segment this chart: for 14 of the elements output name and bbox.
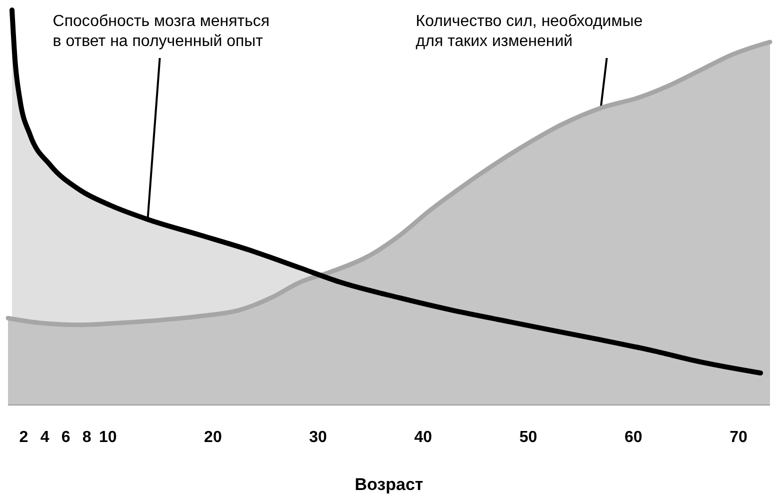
x-tick-label: 8 [82,429,92,446]
x-axis-title: Возраст [354,475,424,494]
annotation: Количество сил, необходимые для таких изменений [416,13,643,50]
x-tick-label: 6 [61,429,70,446]
x-tick-label: 4 [40,429,50,446]
x-tick-label: 2 [19,429,28,446]
x-tick-label: 10 [98,429,117,446]
x-tick-label: 30 [309,429,328,446]
x-tick-label: 50 [519,429,538,446]
x-tick-label: 60 [624,429,642,446]
x-tick-label: 40 [414,429,432,446]
x-tick-label: 70 [730,429,748,446]
annotation: Способность мозга меняться в ответ на полученный опыт [52,13,270,50]
x-tick-label: 20 [204,429,222,446]
